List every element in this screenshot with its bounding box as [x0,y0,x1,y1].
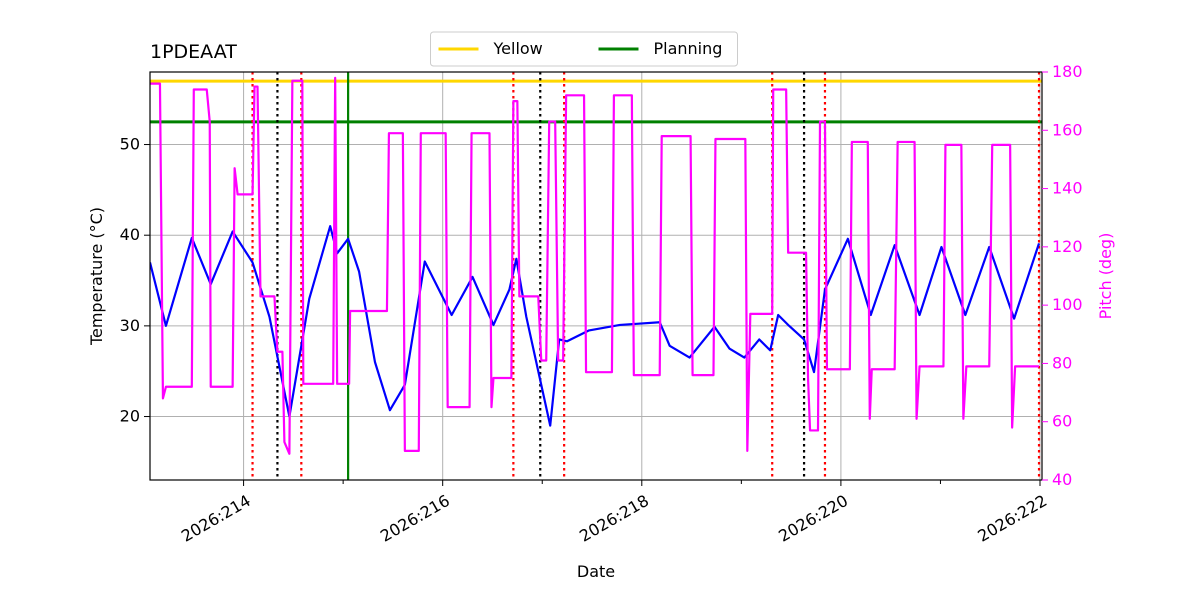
y2-tick-label: 140 [1052,179,1083,198]
legend-box [430,31,738,67]
y2-tick-label: 160 [1052,120,1083,139]
y2-tick-label: 40 [1052,470,1072,489]
y2-tick-label: 80 [1052,353,1072,372]
chart-title: 1PDEAAT [150,41,237,63]
y2-axis-label: Pitch (deg) [1096,233,1115,320]
y2-tick-label: 180 [1052,62,1083,81]
data-line [150,225,1041,427]
y-axis-label: Temperature (°C) [87,207,106,346]
legend-label: Yellow [493,39,543,58]
y2-tick-label: 60 [1052,412,1072,431]
plot-frame [149,71,1043,481]
legend-label: Planning [654,39,723,58]
y-tick-label: 20 [120,407,140,426]
y2-tick-label: 120 [1052,237,1083,256]
data-line [150,76,1040,455]
plot-layer [150,72,1042,480]
x-axis-label: Date [577,562,615,581]
y-tick-label: 50 [120,135,140,154]
y-tick-label: 40 [120,225,140,244]
y2-tick-label: 100 [1052,295,1083,314]
y-tick-label: 30 [120,316,140,335]
